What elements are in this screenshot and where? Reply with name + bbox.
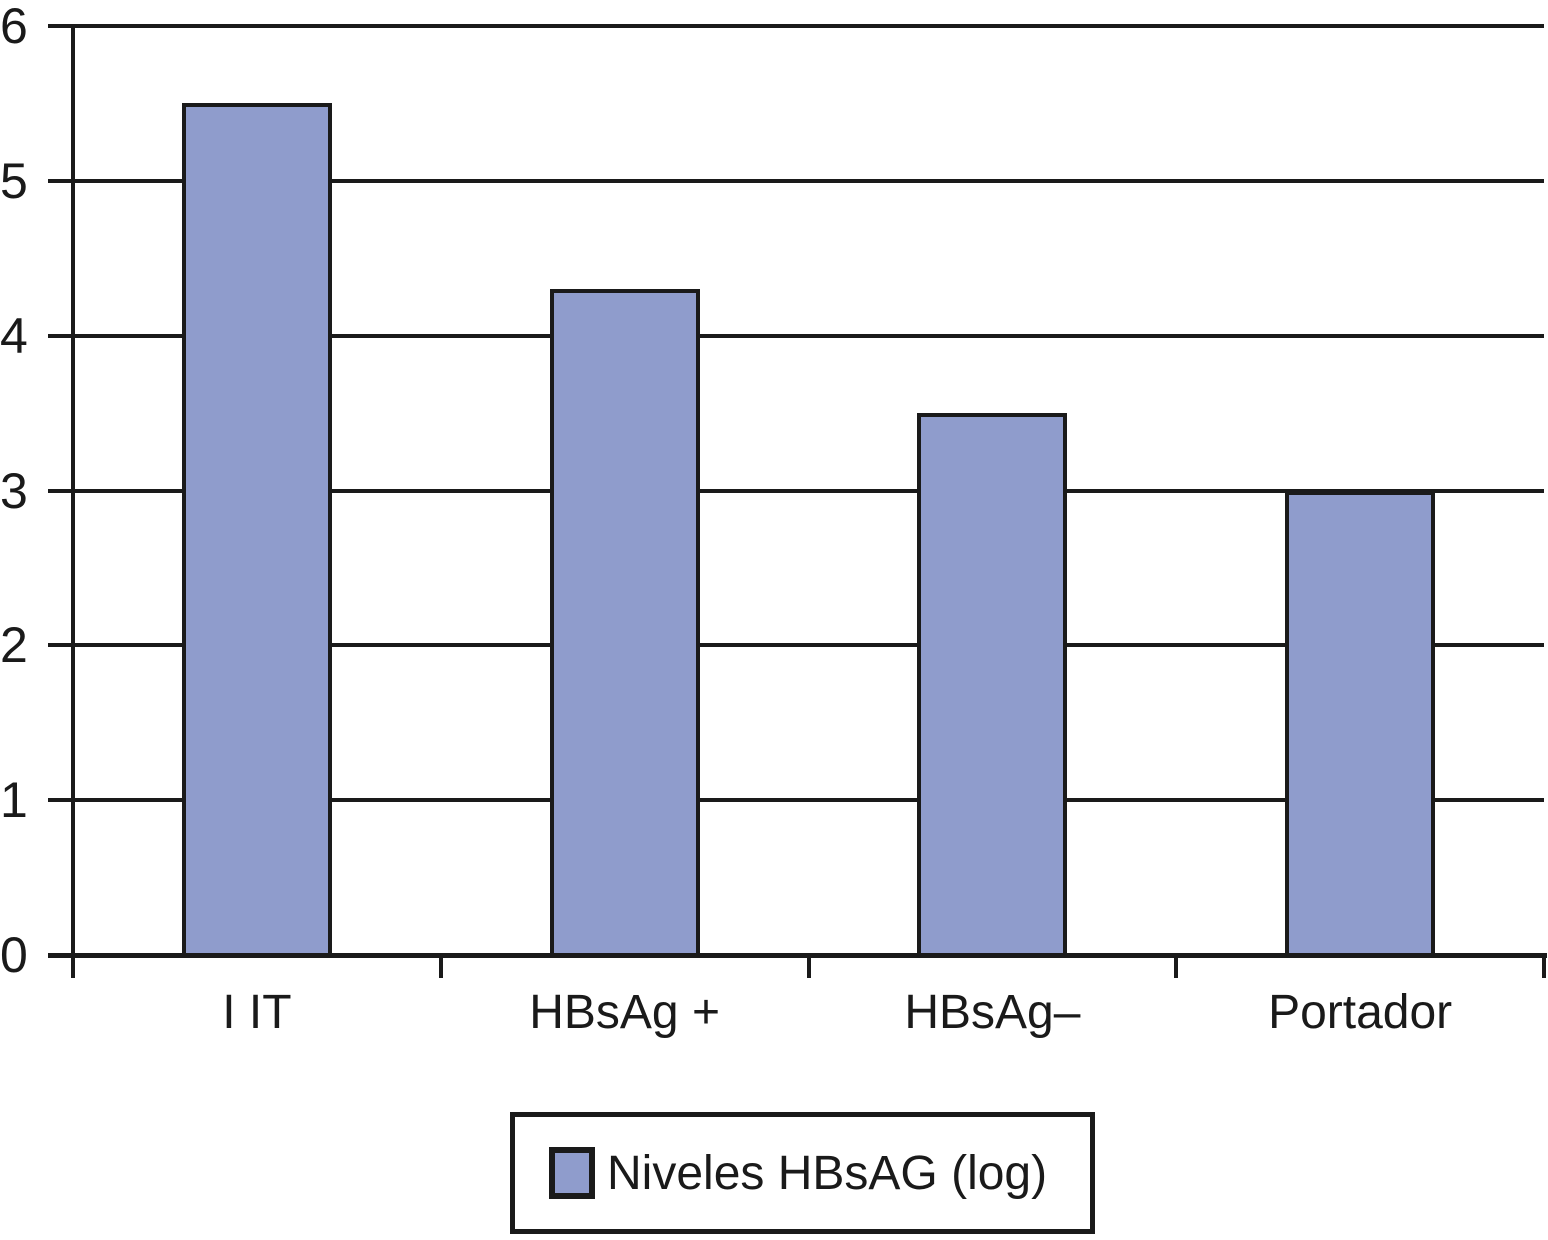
y-tick-label: 2 <box>0 617 28 674</box>
gridline <box>48 798 1544 803</box>
x-axis-tick <box>806 955 811 978</box>
x-category-label: I IT <box>222 986 292 1039</box>
x-axis-tick <box>438 955 443 978</box>
y-tick-label: 4 <box>0 307 28 364</box>
y-tick-label: 5 <box>0 152 28 209</box>
y-tick-label: 3 <box>0 462 28 519</box>
legend-swatch-icon <box>549 1147 595 1199</box>
y-tick-label: 1 <box>0 772 28 829</box>
x-category-label: HBsAg– <box>904 986 1081 1039</box>
y-tick-label: 6 <box>0 0 28 54</box>
x-category-label: HBsAg + <box>529 986 720 1039</box>
x-axis <box>48 953 1547 958</box>
y-axis <box>71 24 75 978</box>
legend-label: Niveles HBsAG (log) <box>607 1146 1048 1200</box>
x-category-label: Portador <box>1268 986 1453 1039</box>
y-tick-label: 0 <box>0 927 28 983</box>
x-axis-tick <box>1542 955 1546 978</box>
bar-portador <box>1285 490 1436 957</box>
bar-i-it <box>181 103 332 957</box>
gridline <box>48 333 1544 338</box>
bar-hbsag- <box>549 289 700 957</box>
gridline <box>48 178 1544 183</box>
legend: Niveles HBsAG (log) <box>510 1112 1095 1234</box>
x-axis-tick <box>1174 955 1179 978</box>
bar-hbsag- <box>917 413 1068 957</box>
gridline <box>48 643 1544 648</box>
gridline <box>48 488 1544 493</box>
gridline <box>48 24 1544 28</box>
